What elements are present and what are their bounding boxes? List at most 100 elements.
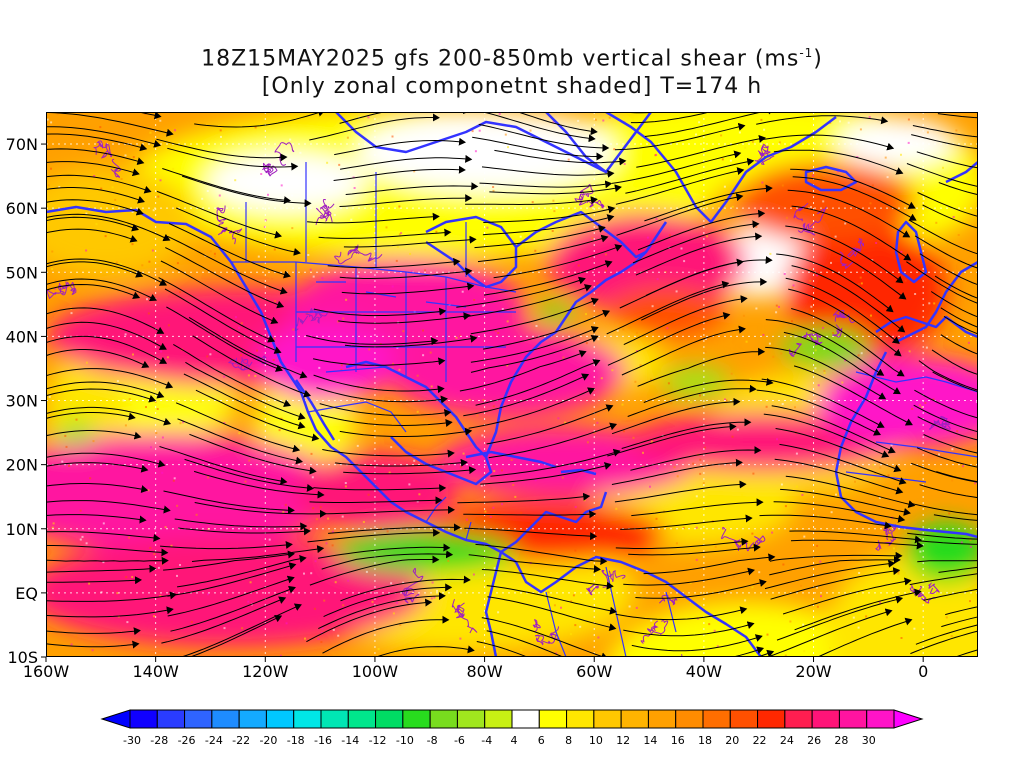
lon-tick-label: 20W	[795, 662, 831, 681]
lat-tick-label: 50N	[6, 263, 38, 282]
colorbar-cell	[238, 709, 267, 729]
lon-tick-label: 120W	[242, 662, 289, 681]
lat-tick-label: 40N	[6, 327, 38, 346]
coastline-atlantic-us	[484, 251, 647, 458]
lon-tick-label: 160W	[23, 662, 70, 681]
colorbar-label: 4	[511, 734, 518, 747]
colorbar-label: -10	[396, 734, 414, 747]
lat-tick-label: 10S	[7, 648, 38, 667]
lon-tick-label: 80W	[466, 662, 502, 681]
colorbar-cell	[538, 709, 568, 729]
colorbar-cell	[293, 709, 322, 729]
streamlines	[46, 112, 978, 657]
political-borders	[231, 162, 978, 657]
colorbar-cell	[184, 709, 213, 729]
colorbar-label: -8	[427, 734, 438, 747]
colorbar-label: 6	[538, 734, 545, 747]
colorbar-label: 30	[862, 734, 876, 747]
colorbar-cell	[702, 709, 731, 729]
coastline-iceland	[804, 165, 858, 192]
colorbar-cell	[647, 709, 677, 729]
colorbar-label: -4	[481, 734, 492, 747]
colorbar-cell	[129, 709, 158, 729]
coastline-greenland	[605, 112, 837, 224]
colorbar-label: -30	[123, 734, 141, 747]
colorbar-label: 16	[671, 734, 685, 747]
lon-tick-label: 60W	[576, 662, 612, 681]
colorbar-cell	[156, 709, 186, 729]
lat-tick-label: EQ	[15, 584, 38, 603]
lat-tick-label: 70N	[6, 135, 38, 154]
coastlines	[46, 112, 978, 657]
coastline-south-america-west	[484, 551, 503, 657]
colorbar-cell	[675, 709, 704, 729]
title-superscript: -1	[799, 46, 814, 60]
colorbar-cell	[729, 709, 759, 729]
coastline-north-america-east	[500, 491, 608, 554]
colorbar-label: 26	[807, 734, 821, 747]
coastline-hispaniola	[560, 468, 597, 476]
border-central-america	[425, 496, 472, 541]
colorbar-cell	[511, 709, 540, 729]
colorbar-label: -14	[341, 734, 359, 747]
colorbar: -30 -28 -26 -24 -22 -20 -18 -16 -14 -12 -10 -8 -6 -4 4…	[100, 709, 924, 747]
map-title-line-2: [Only zonal componetnt shaded] T=174 h	[261, 74, 763, 99]
lon-tick-label: 40W	[686, 662, 722, 681]
colorbar-cell	[593, 709, 622, 729]
coastline-scandinavia	[945, 161, 978, 184]
colorbar-label: 14	[643, 734, 657, 747]
colorbar-label: -28	[150, 734, 168, 747]
colorbar-label: 28	[834, 734, 848, 747]
lat-tick-label: 20N	[6, 456, 38, 475]
colorbar-cell	[347, 709, 377, 729]
border-states-b	[316, 281, 467, 373]
colorbar-cell	[456, 709, 486, 729]
coastline-europe	[895, 260, 978, 344]
title-prefix: 18Z15MAY2025 gfs 200-850mb vertical shea…	[201, 46, 800, 72]
colorbar-label: -6	[454, 734, 465, 747]
colorbar-cell	[784, 709, 813, 729]
colorbar-label: -20	[259, 734, 277, 747]
lon-tick-label: 140W	[132, 662, 179, 681]
lon-tick-label: 0	[918, 662, 928, 681]
lat-tick-label: 60N	[6, 199, 38, 218]
colorbar-label: 8	[565, 734, 572, 747]
colorbar-cell	[866, 709, 895, 729]
border-canada-provinces	[245, 162, 467, 277]
coastline-south-america	[500, 550, 762, 657]
colorbar-label: 20	[725, 734, 739, 747]
colorbar-label: 24	[780, 734, 794, 747]
colorbar-label: -22	[232, 734, 250, 747]
coastline-cuba	[465, 450, 557, 469]
colorbar-cell	[484, 709, 513, 729]
map-title-line-1: 18Z15MAY2025 gfs 200-850mb vertical shea…	[0, 46, 1024, 71]
map-plot-area	[46, 112, 978, 657]
colorbar-label: -24	[205, 734, 223, 747]
lat-tick-label: 30N	[6, 392, 38, 411]
coastline-gulf	[345, 360, 493, 486]
colorbar-cell	[838, 709, 868, 729]
coastline-uk	[894, 220, 928, 284]
colorbar-cell	[757, 709, 786, 729]
colorbar-labels: -30 -28 -26 -24 -22 -20 -18 -16 -14 -12 -10 -8 -6 -4 4…	[123, 734, 876, 747]
colorbar-low-arrow	[100, 709, 131, 729]
coastline-arctic-islands	[335, 112, 652, 174]
map-frame	[46, 112, 978, 657]
longitude-ticks: 160W 140W 120W 100W 80W 60W 40W 20W 0	[23, 657, 928, 681]
colorbar-cell	[211, 709, 240, 729]
colorbar-cell	[320, 709, 349, 729]
lon-tick-label: 100W	[352, 662, 399, 681]
colorbar-cells	[100, 709, 924, 729]
coastline-iberia	[875, 315, 978, 339]
colorbar-label: -12	[369, 734, 387, 747]
colorbar-cell	[265, 709, 295, 729]
shear-map	[46, 112, 978, 657]
colorbar-cell	[402, 709, 431, 729]
colorbar-cell	[375, 709, 404, 729]
coastline-africa-west	[834, 351, 978, 539]
colorbar-high-arrow	[893, 709, 924, 729]
colorbar-cell	[811, 709, 840, 729]
border-africa	[845, 371, 978, 483]
colorbar-label: 18	[698, 734, 712, 747]
colorbar-cell	[429, 709, 458, 729]
